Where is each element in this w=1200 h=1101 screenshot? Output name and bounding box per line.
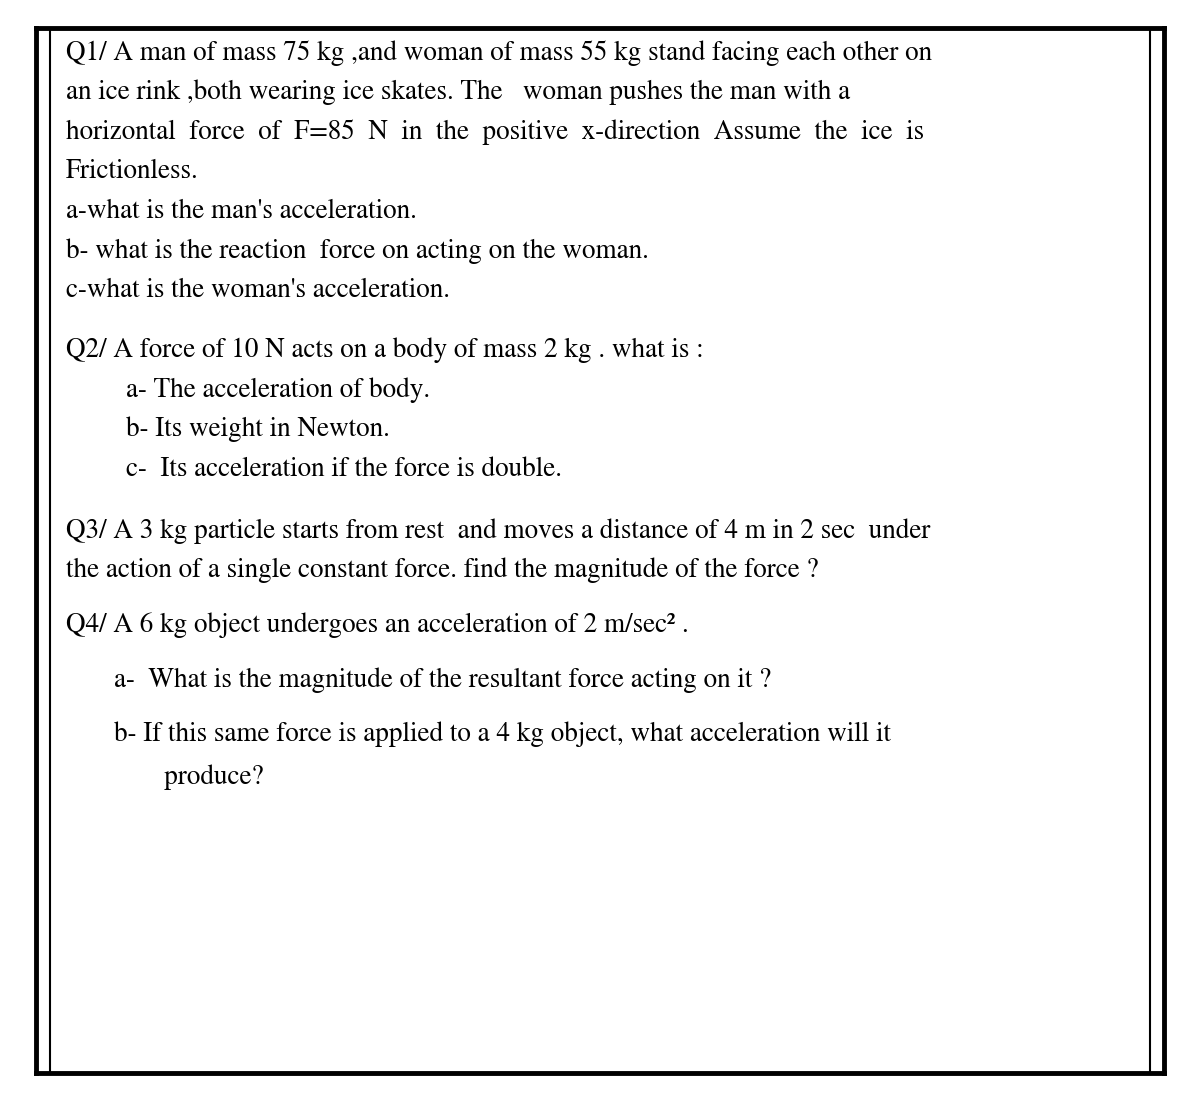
Text: Q2/ A force of 10 N acts on a body of mass 2 kg . what is :: Q2/ A force of 10 N acts on a body of ma…	[66, 337, 703, 363]
Text: b- If this same force is applied to a 4 kg object, what acceleration will it: b- If this same force is applied to a 4 …	[114, 721, 890, 748]
Text: a- The acceleration of body.: a- The acceleration of body.	[126, 377, 430, 403]
Text: b- Its weight in Newton.: b- Its weight in Newton.	[126, 416, 390, 443]
Text: Q1/ A man of mass 75 kg ,and woman of mass 55 kg stand facing each other on: Q1/ A man of mass 75 kg ,and woman of ma…	[66, 40, 932, 66]
Text: Frictionless.: Frictionless.	[66, 160, 199, 184]
Text: c-  Its acceleration if the force is double.: c- Its acceleration if the force is doub…	[126, 457, 562, 481]
Text: a-  What is the magnitude of the resultant force acting on it ?: a- What is the magnitude of the resultan…	[114, 667, 772, 694]
Text: c-what is the woman's acceleration.: c-what is the woman's acceleration.	[66, 279, 450, 303]
Text: an ice rink ,both wearing ice skates. The   woman pushes the man with a: an ice rink ,both wearing ice skates. Th…	[66, 79, 850, 106]
Text: produce?: produce?	[144, 764, 264, 791]
Text: horizontal  force  of  F=85  N  in  the  positive  x-direction  Assume  the  ice: horizontal force of F=85 N in the positi…	[66, 119, 924, 145]
Text: b- what is the reaction  force on acting on the woman.: b- what is the reaction force on acting …	[66, 238, 649, 264]
Text: a-what is the man's acceleration.: a-what is the man's acceleration.	[66, 199, 416, 224]
Text: Q3/ A 3 kg particle starts from rest  and moves a distance of 4 m in 2 sec  unde: Q3/ A 3 kg particle starts from rest and…	[66, 517, 930, 544]
Text: the action of a single constant force. find the magnitude of the force ?: the action of a single constant force. f…	[66, 557, 818, 584]
Text: Q4/ A 6 kg object undergoes an acceleration of 2 m/sec² .: Q4/ A 6 kg object undergoes an accelerat…	[66, 612, 689, 639]
